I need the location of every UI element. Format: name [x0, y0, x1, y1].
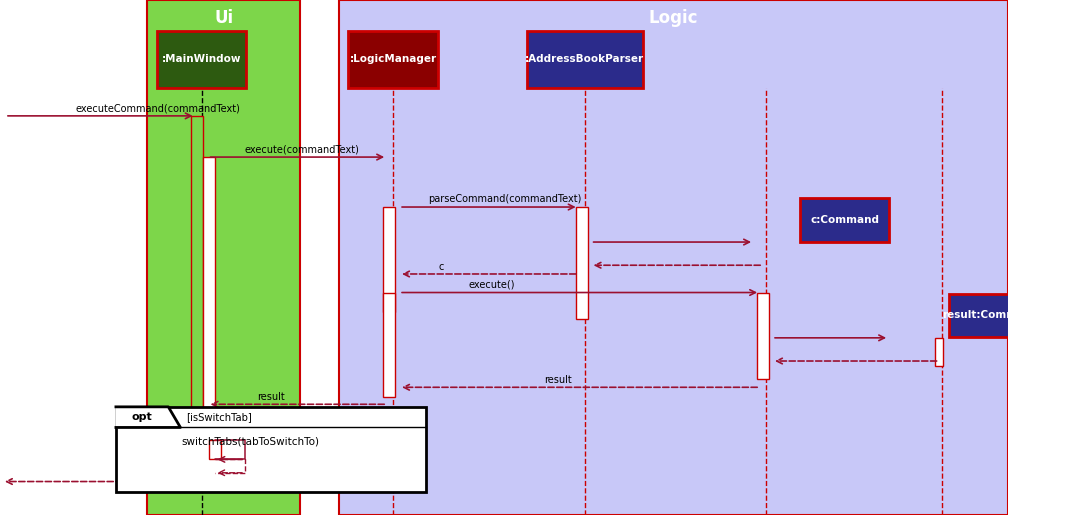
Text: opt: opt — [131, 412, 153, 422]
Text: parseCommand(commandText): parseCommand(commandText) — [428, 195, 582, 204]
Text: executeCommand(commandText): executeCommand(commandText) — [75, 104, 240, 113]
Text: :MainWindow: :MainWindow — [161, 54, 241, 64]
Text: execute(commandText): execute(commandText) — [245, 145, 359, 154]
Bar — [202, 157, 215, 420]
Bar — [801, 198, 889, 242]
Text: result: result — [544, 375, 572, 385]
Bar — [157, 31, 246, 88]
Text: result: result — [257, 392, 285, 402]
Bar — [339, 0, 1008, 515]
Bar — [209, 440, 221, 459]
Bar — [146, 0, 300, 515]
Text: switchTabs(tabToSwitchTo): switchTabs(tabToSwitchTo) — [182, 437, 320, 447]
Bar — [348, 31, 439, 88]
Bar — [949, 294, 1070, 337]
Bar — [935, 338, 944, 366]
Polygon shape — [116, 407, 181, 427]
Text: Logic: Logic — [649, 9, 698, 27]
Bar — [383, 293, 395, 397]
Bar — [192, 116, 203, 480]
Bar — [116, 407, 426, 492]
Text: :AddressBookParser: :AddressBookParser — [525, 54, 645, 64]
Bar — [576, 207, 587, 319]
Text: :LogicManager: :LogicManager — [350, 54, 437, 64]
Text: result:CommandResult: result:CommandResult — [942, 311, 1076, 320]
Text: c: c — [439, 262, 443, 272]
Text: c:Command: c:Command — [810, 215, 879, 225]
Text: [isSwitchTab]: [isSwitchTab] — [186, 412, 252, 422]
Text: execute(): execute() — [469, 280, 515, 290]
Bar — [383, 207, 395, 312]
Text: Ui: Ui — [214, 9, 233, 27]
Bar — [526, 31, 642, 88]
Bar — [758, 293, 769, 379]
